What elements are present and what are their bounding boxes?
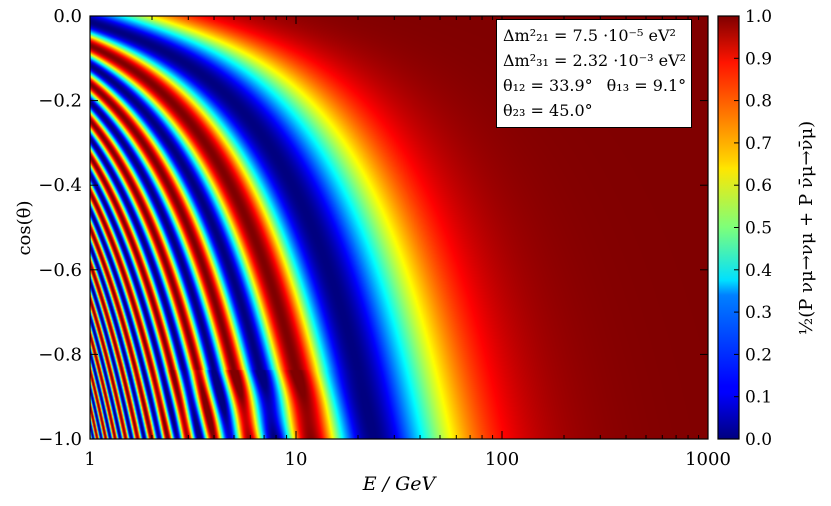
- colorbar-tick-label: 0.6: [745, 176, 772, 196]
- legend-theta13: θ₁₃ = 9.1°: [606, 76, 687, 95]
- x-tick-label: 1: [84, 449, 95, 470]
- x-tick-label: 100: [485, 449, 519, 470]
- colorbar-tick-label: 0.1: [745, 388, 772, 408]
- legend-theta12: θ₁₂ = 33.9°: [503, 76, 593, 95]
- colorbar-label: ½(P νμ→νμ + P ν̄μ→ν̄μ): [796, 121, 817, 335]
- x-tick-label: 1000: [685, 449, 731, 470]
- legend-dm31: Δm²₃₁ = 2.32 ·10⁻³ eV²: [503, 51, 687, 70]
- colorbar-tick-label: 0.8: [745, 92, 772, 112]
- legend-dm21: Δm²₂₁ = 7.5 ·10⁻⁵ eV²: [503, 26, 676, 45]
- legend-theta23: θ₂₃ = 45.0°: [503, 101, 593, 120]
- colorbar-ticks: 0.0 0.1 0.2 0.3 0.4 0.5 0.6 0.7 0.8 0.9 1.0: [734, 7, 772, 450]
- colorbar-tick-label: 0.4: [745, 261, 772, 281]
- x-axis-label: E / GeV: [362, 473, 438, 495]
- y-tick-label: 0.0: [53, 6, 82, 27]
- y-tick-label: −0.2: [38, 91, 82, 112]
- legend-theta-row: θ₁₂ = 33.9° θ₁₃ = 9.1°: [503, 73, 687, 98]
- y-tick-label: −1.0: [38, 429, 82, 450]
- y-tick-label: −0.4: [38, 175, 82, 196]
- colorbar-tick-label: 0.5: [745, 219, 772, 239]
- colorbar-tick-label: 0.0: [745, 430, 772, 450]
- x-tick-label: 10: [285, 449, 308, 470]
- y-tick-label: −0.8: [38, 344, 82, 365]
- colorbar-tick-label: 1.0: [745, 7, 772, 27]
- y-axis: 0.0 −0.2 −0.4 −0.6 −0.8 −1.0: [38, 6, 708, 450]
- colorbar-tick-label: 0.3: [745, 303, 772, 323]
- colorbar-tick-label: 0.9: [745, 49, 772, 69]
- x-axis: 1 10 100 1000: [84, 16, 731, 470]
- plot-frame: [89, 15, 709, 440]
- y-axis-label: cos(θ): [14, 200, 35, 255]
- colorbar-tick-label: 0.2: [745, 345, 772, 365]
- y-tick-label: −0.6: [38, 260, 82, 281]
- parameter-legend: Δm²₂₁ = 7.5 ·10⁻⁵ eV² Δm²₃₁ = 2.32 ·10⁻³…: [496, 19, 692, 128]
- colorbar-tick-label: 0.7: [745, 134, 772, 154]
